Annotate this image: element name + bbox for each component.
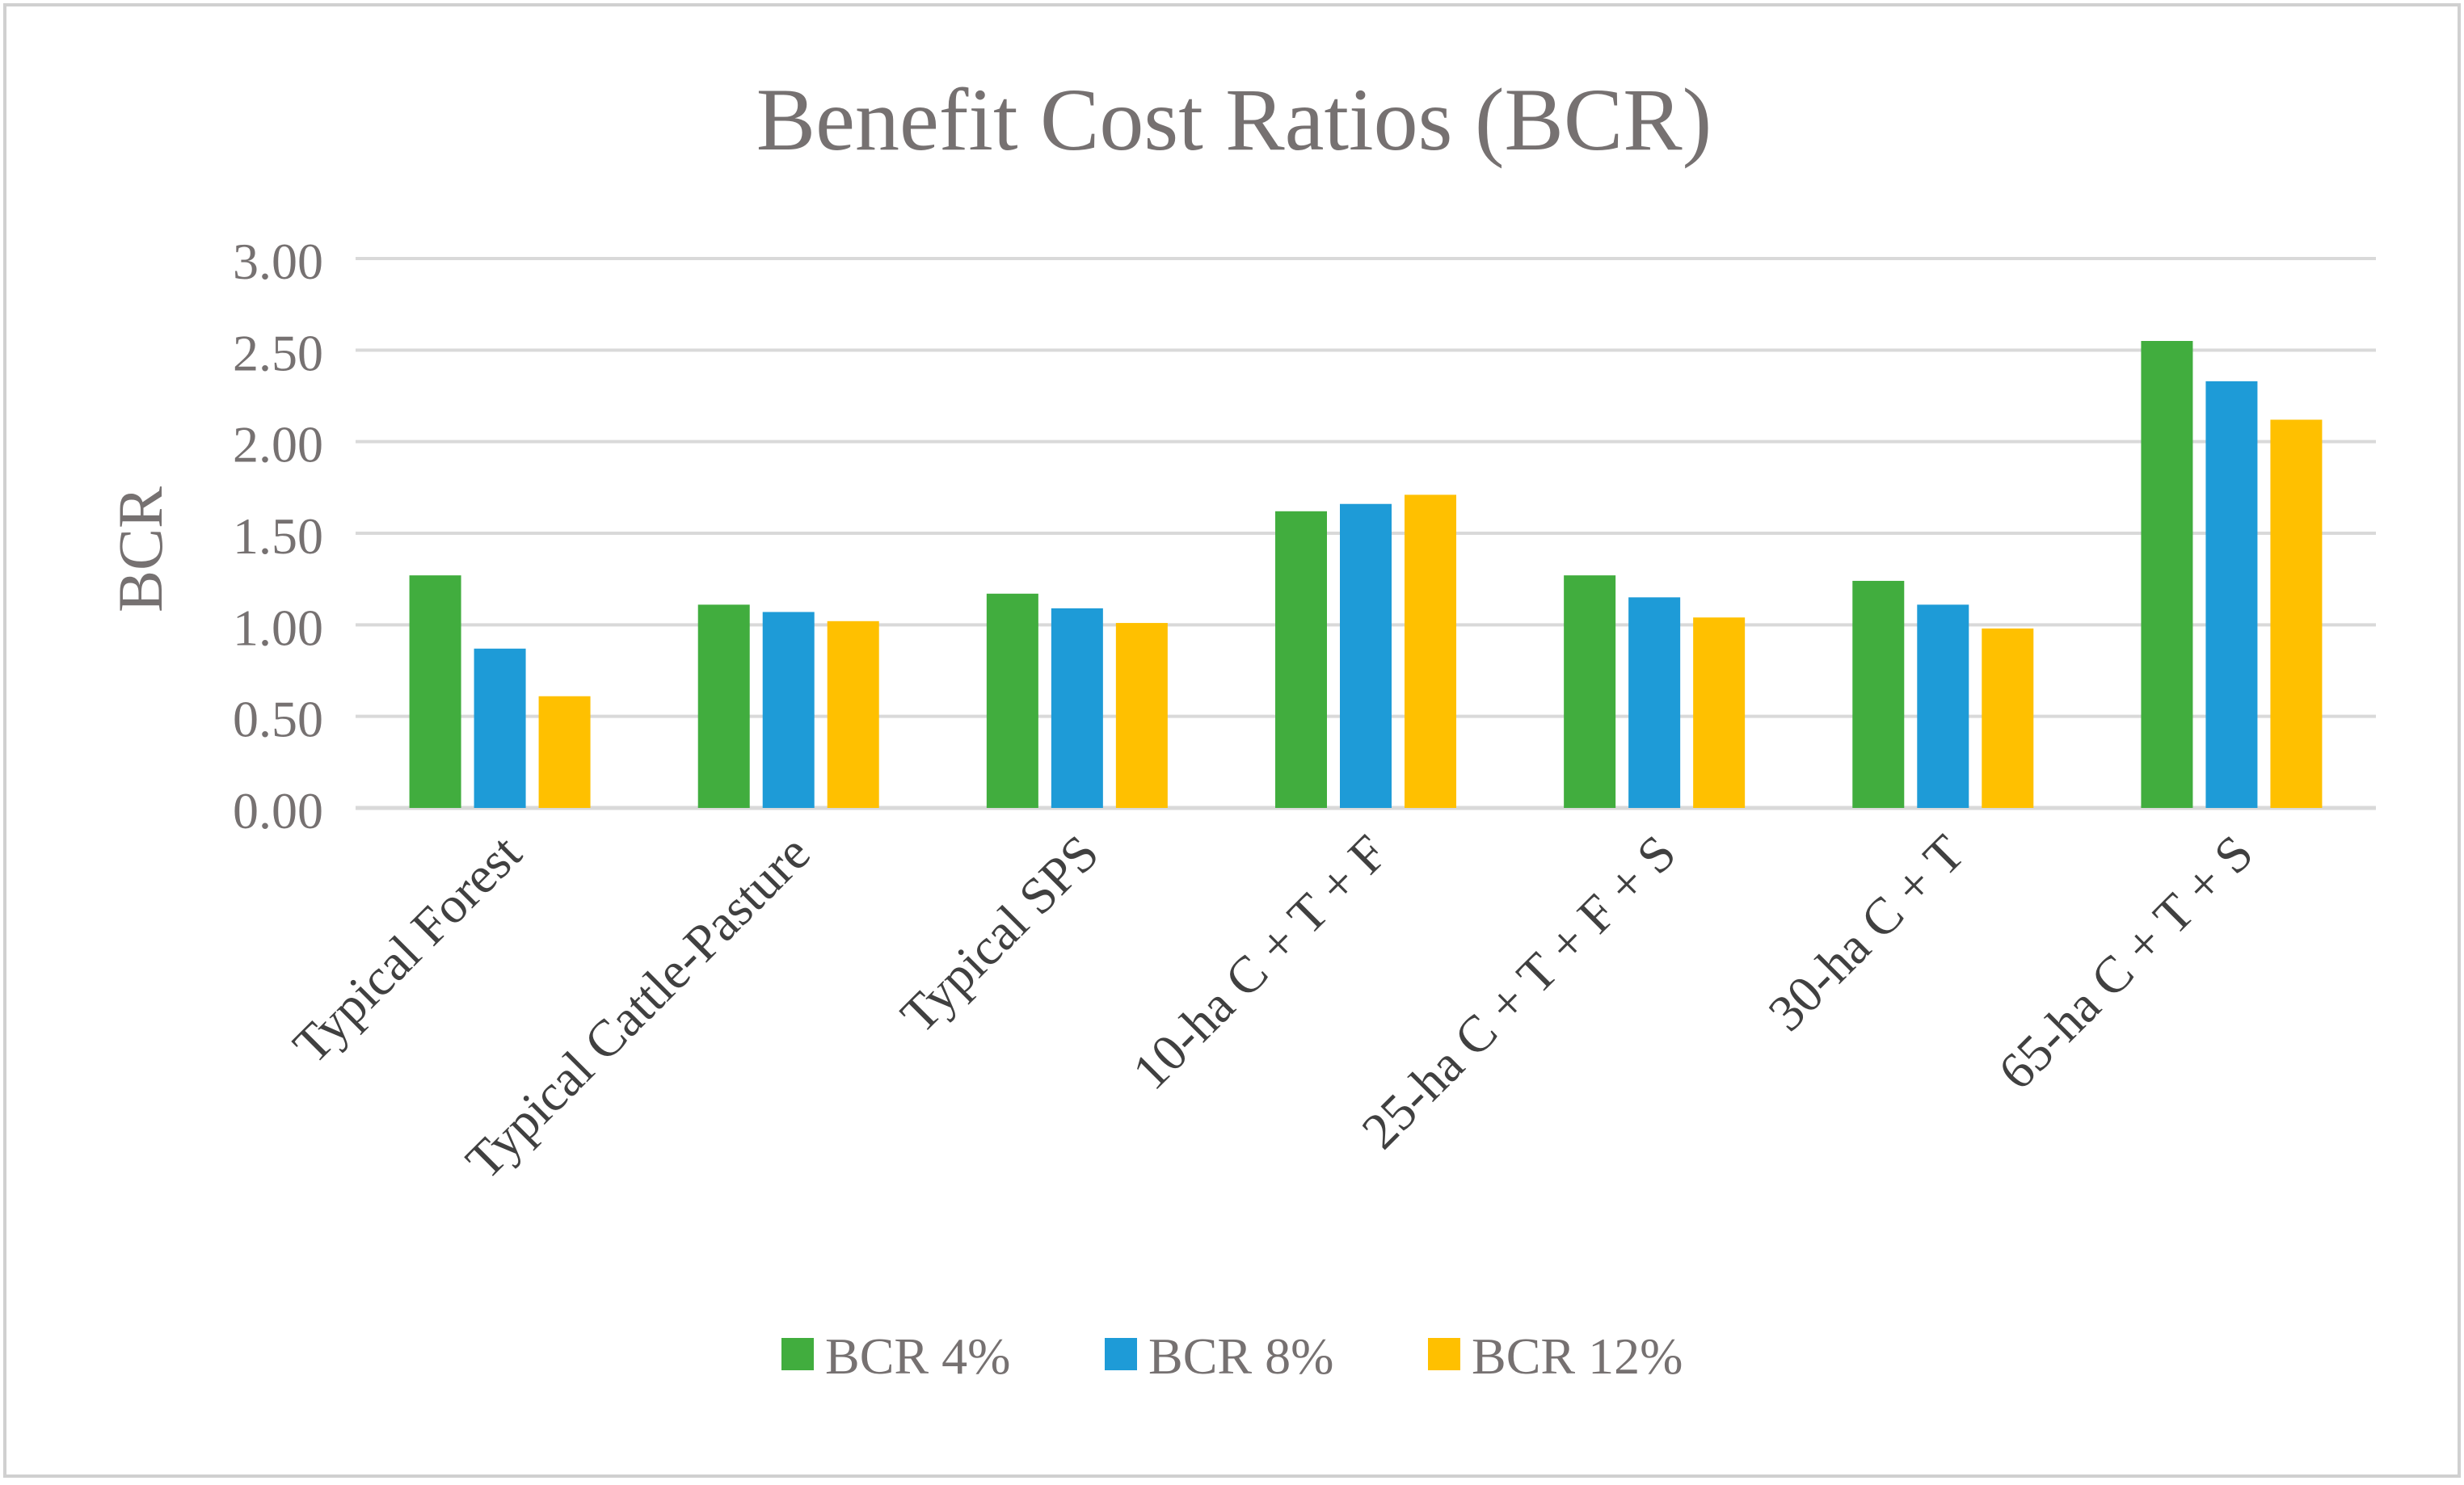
legend-swatch [781,1338,814,1370]
y-tick-label: 0.50 [233,691,323,748]
legend-swatch [1428,1338,1460,1370]
legend: BCR 4% BCR 8% BCR 12% [781,1327,1683,1385]
y-axis-label: BCR [105,486,175,612]
y-tick-label: 0.00 [233,782,323,839]
bar-12pct-0 [538,696,591,808]
bar-8pct-6 [2205,381,2258,808]
bar-8pct-4 [1628,597,1681,808]
bar-8pct-0 [474,648,526,808]
bar-4pct-6 [2141,341,2193,808]
bar-4pct-1 [697,604,750,808]
legend-label: BCR 8% [1148,1327,1333,1385]
y-tick-label: 1.00 [233,599,323,656]
y-axis-ticks: 0.00 0.50 1.00 1.50 2.00 2.50 3.00 [233,233,323,839]
bar-8pct-5 [1917,604,1969,808]
legend-label: BCR 12% [1472,1327,1683,1385]
bar-12pct-5 [1982,628,2034,808]
bar-12pct-6 [2270,419,2323,808]
gridlines [356,257,2376,810]
bar-4pct-2 [986,593,1038,808]
y-tick-label: 1.50 [233,507,323,565]
y-tick-label: 2.00 [233,416,323,473]
legend-swatch [1105,1338,1137,1370]
bar-4pct-4 [1564,575,1616,808]
y-tick-label: 3.00 [233,233,323,290]
chart-frame [3,3,2461,1478]
bar-12pct-4 [1693,617,1746,808]
legend-label: BCR 4% [825,1327,1010,1385]
bar-8pct-1 [762,612,815,808]
bar-8pct-3 [1340,503,1392,808]
bar-4pct-3 [1275,511,1327,808]
bar-12pct-3 [1405,494,1456,808]
chart-title: Benefit Cost Ratios (BCR) [756,70,1712,169]
bar-8pct-2 [1051,608,1103,808]
bar-12pct-2 [1115,623,1168,808]
bar-4pct-5 [1852,580,1905,808]
bars [409,341,2323,808]
y-tick-label: 2.50 [233,324,323,381]
bar-4pct-0 [409,575,461,808]
bar-12pct-1 [827,621,879,808]
